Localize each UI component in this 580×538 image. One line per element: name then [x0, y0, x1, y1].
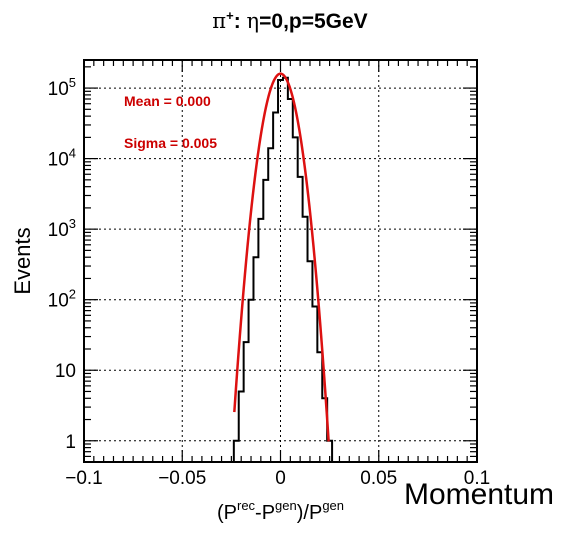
x-axis-label: (Prec-Pgen)/Pgen [217, 498, 344, 524]
plot-area [232, 72, 334, 462]
x-label-sup: rec [237, 498, 256, 513]
x-label-part: -P [255, 502, 275, 524]
y-axis-label: Events [10, 227, 35, 294]
y-tick-base: 10 [48, 79, 69, 100]
x-tick-label: −0.05 [158, 468, 206, 489]
x-label-part: (P [217, 502, 237, 524]
x-tick-label: 0.1 [464, 468, 490, 489]
x-tick-label: −0.1 [65, 468, 103, 489]
x-tick-label: 0 [275, 468, 286, 489]
histogram [232, 76, 334, 462]
y-tick-exp: 2 [69, 287, 76, 302]
y-tick-label: 1 [65, 432, 76, 453]
title-eta: η [246, 9, 260, 33]
y-tick-label: 105 [48, 75, 76, 100]
y-tick-label: 102 [48, 287, 76, 312]
caption: Momentum [404, 478, 555, 511]
title-rest: =0,p=5GeV [259, 10, 368, 33]
annotation-mean: Mean = 0.000 [124, 93, 211, 109]
y-tick-exp: 3 [69, 216, 76, 231]
x-tick-label: 0.05 [360, 468, 397, 489]
y-tick-base: 10 [48, 291, 69, 312]
y-tick-base: 10 [48, 150, 69, 171]
title-sep: : [233, 10, 247, 33]
title-particle: π [212, 9, 227, 33]
y-tick-label: 104 [48, 146, 76, 171]
grid [84, 60, 477, 462]
title-charge: + [226, 8, 234, 23]
chart-title: π+: η=0,p=5GeV [0, 8, 580, 34]
y-tick-base: 10 [48, 220, 69, 241]
x-label-sup: gen [322, 498, 344, 513]
y-tick-exp: 5 [69, 75, 76, 90]
y-tick-label: 103 [48, 216, 76, 241]
fit-curve [233, 72, 330, 442]
y-tick-exp: 4 [69, 146, 76, 161]
y-tick-label: 10 [55, 361, 76, 382]
x-label-part: )/P [297, 502, 323, 524]
annotation-sigma: Sigma = 0.005 [124, 135, 217, 151]
ticks [83, 60, 478, 463]
x-label-sup: gen [275, 498, 297, 513]
